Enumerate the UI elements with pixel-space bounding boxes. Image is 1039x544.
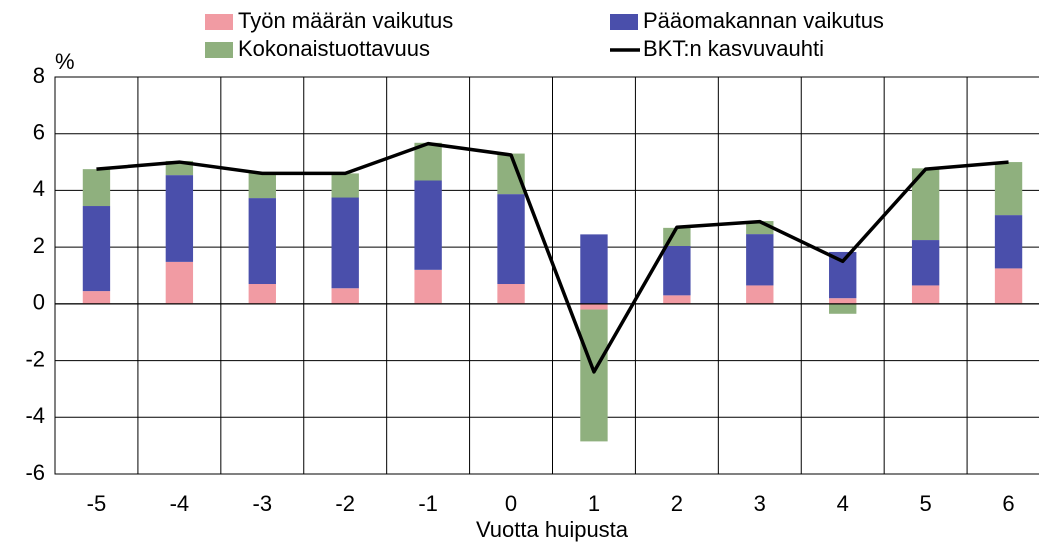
x-tick-label: -4 <box>170 491 190 516</box>
bar-segment <box>165 175 194 262</box>
y-tick-label: 6 <box>33 120 45 145</box>
x-tick-label: 2 <box>671 491 683 516</box>
legend-swatch <box>205 14 233 30</box>
y-tick-label: 8 <box>33 63 45 88</box>
legend-label: Pääomakannan vaikutus <box>643 8 884 33</box>
x-tick-label: 4 <box>837 491 849 516</box>
bar-segment <box>994 268 1023 304</box>
x-tick-label: 6 <box>1002 491 1014 516</box>
legend-label: BKT:n kasvuvauhti <box>643 36 824 61</box>
bar-segment <box>82 169 111 207</box>
bar-segment <box>497 284 525 304</box>
bar-segment <box>248 284 276 304</box>
y-tick-label: -6 <box>25 460 45 485</box>
legend-swatch <box>610 14 638 30</box>
bar-segment <box>82 291 111 304</box>
x-axis-title: Vuotta huipusta <box>476 517 629 542</box>
plot-border <box>54 76 1039 475</box>
bar-segment <box>82 206 111 292</box>
y-tick-label: 2 <box>33 233 45 258</box>
bar-segment <box>994 215 1023 269</box>
legend-label: Kokonaistuottavuus <box>238 36 430 61</box>
bar-segment <box>746 234 774 286</box>
bar-segment <box>663 246 691 296</box>
bar-segment <box>248 171 276 199</box>
bar-segment <box>331 173 359 198</box>
legend-swatch <box>205 42 233 58</box>
y-unit: % <box>55 49 75 74</box>
bar-segment <box>580 303 608 310</box>
bar-segment <box>414 142 442 181</box>
bar-segment <box>994 162 1023 216</box>
bar-segment <box>911 240 940 286</box>
bar-segment <box>663 295 691 304</box>
x-tick-label: -2 <box>335 491 355 516</box>
y-tick-label: 0 <box>33 290 45 315</box>
x-tick-label: -3 <box>253 491 273 516</box>
y-tick-label: -4 <box>25 403 45 428</box>
bar-segment <box>331 288 359 304</box>
bar-segment <box>911 285 940 304</box>
bar-segment <box>829 303 857 314</box>
bar-segment <box>497 153 525 195</box>
bar-segment <box>165 261 194 304</box>
legend-label: Työn määrän vaikutus <box>238 8 453 33</box>
bar-segment <box>497 194 525 285</box>
x-tick-label: 3 <box>754 491 766 516</box>
bar-segment <box>580 234 608 304</box>
bar-segment <box>746 285 774 304</box>
x-tick-label: -1 <box>418 491 438 516</box>
x-tick-label: 0 <box>505 491 517 516</box>
x-tick-label: 5 <box>920 491 932 516</box>
x-tick-label: 1 <box>588 491 600 516</box>
bar-segment <box>580 309 608 442</box>
line <box>96 141 1009 374</box>
bar-segment <box>331 197 359 289</box>
bar-segment <box>829 298 857 304</box>
y-tick-label: -2 <box>25 346 45 371</box>
y-tick-label: 4 <box>33 176 45 201</box>
bar-segment <box>414 269 442 304</box>
bar-segment <box>414 180 442 270</box>
bar-segment <box>248 198 276 285</box>
x-tick-label: -5 <box>87 491 107 516</box>
